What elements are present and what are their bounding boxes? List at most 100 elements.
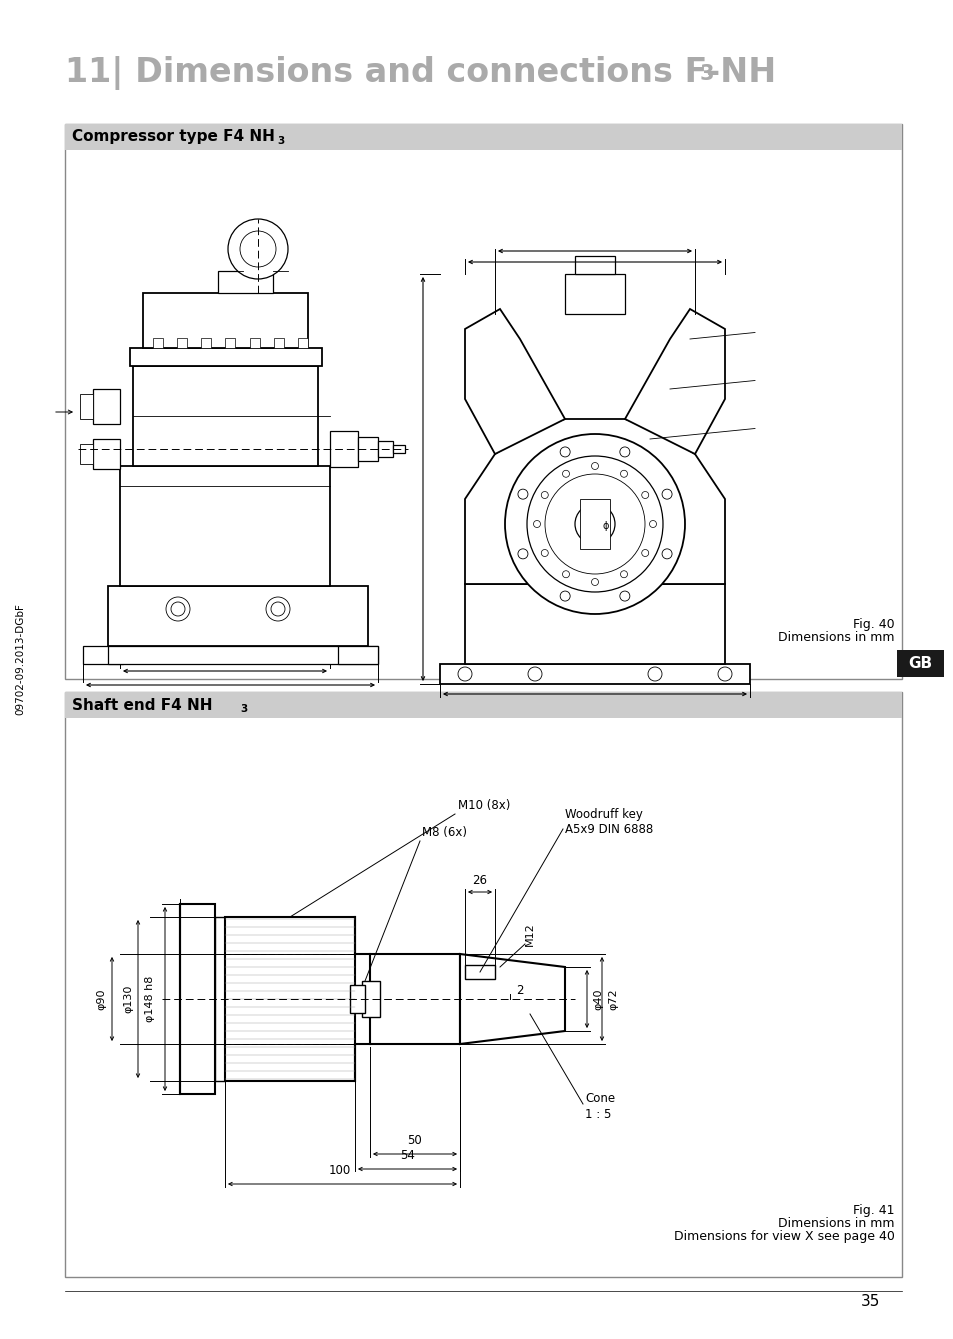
Circle shape xyxy=(527,667,541,682)
Bar xyxy=(225,917,355,1081)
Text: 26: 26 xyxy=(472,874,487,886)
Text: M8 (6x): M8 (6x) xyxy=(421,826,467,840)
Bar xyxy=(65,125,901,150)
Text: Fig. 41: Fig. 41 xyxy=(853,1204,894,1217)
Bar xyxy=(330,431,357,467)
Bar xyxy=(575,256,615,274)
Circle shape xyxy=(575,503,615,544)
Text: Cone: Cone xyxy=(584,1093,615,1106)
Text: φ40: φ40 xyxy=(593,988,602,1010)
Circle shape xyxy=(540,549,548,557)
Circle shape xyxy=(619,590,629,601)
Circle shape xyxy=(641,491,648,498)
Text: 11| Dimensions and connections F-NH: 11| Dimensions and connections F-NH xyxy=(65,56,776,90)
Text: 3: 3 xyxy=(276,137,284,146)
Text: GB: GB xyxy=(907,656,931,671)
Text: 35: 35 xyxy=(860,1293,879,1310)
Circle shape xyxy=(544,474,644,574)
Text: 09702-09.2013-DGbF: 09702-09.2013-DGbF xyxy=(15,603,25,715)
Bar xyxy=(92,390,120,424)
Bar xyxy=(65,692,901,718)
Circle shape xyxy=(559,590,570,601)
Text: 3: 3 xyxy=(240,704,247,714)
Bar xyxy=(120,466,330,586)
Bar xyxy=(132,366,317,466)
Circle shape xyxy=(271,603,285,616)
Text: Fig. 40: Fig. 40 xyxy=(853,619,894,631)
Bar xyxy=(225,337,235,348)
Circle shape xyxy=(166,597,190,621)
Polygon shape xyxy=(464,309,564,454)
Bar xyxy=(108,586,368,645)
Text: φ148 h8: φ148 h8 xyxy=(145,976,154,1022)
Circle shape xyxy=(619,570,627,577)
Text: φ90: φ90 xyxy=(96,988,106,1010)
Circle shape xyxy=(240,232,275,266)
Bar xyxy=(80,445,92,465)
Text: M10 (8x): M10 (8x) xyxy=(457,799,510,811)
Text: 100: 100 xyxy=(329,1164,351,1177)
Bar xyxy=(361,981,379,1018)
Text: 50: 50 xyxy=(407,1134,422,1148)
Circle shape xyxy=(591,462,598,470)
Circle shape xyxy=(562,570,569,577)
Text: Woodruff key: Woodruff key xyxy=(564,807,642,821)
Bar xyxy=(201,337,212,348)
Text: 54: 54 xyxy=(400,1149,415,1162)
Circle shape xyxy=(647,667,661,682)
Bar xyxy=(130,348,322,366)
Circle shape xyxy=(591,578,598,585)
Circle shape xyxy=(718,667,731,682)
Bar xyxy=(274,337,284,348)
Text: Shaft end F4 NH: Shaft end F4 NH xyxy=(71,698,213,712)
Circle shape xyxy=(562,470,569,477)
Circle shape xyxy=(228,220,288,279)
Polygon shape xyxy=(459,953,564,1044)
Circle shape xyxy=(649,521,656,528)
Text: A5x9 DIN 6888: A5x9 DIN 6888 xyxy=(564,823,653,836)
Circle shape xyxy=(457,667,472,682)
Circle shape xyxy=(266,597,290,621)
Circle shape xyxy=(517,489,527,499)
Circle shape xyxy=(619,447,629,457)
Bar xyxy=(337,645,377,664)
Bar xyxy=(80,394,92,419)
Bar xyxy=(180,904,214,1094)
Circle shape xyxy=(586,516,602,532)
Circle shape xyxy=(661,549,671,558)
Circle shape xyxy=(171,603,185,616)
Text: Dimensions for view X see page 40: Dimensions for view X see page 40 xyxy=(674,1231,894,1243)
Bar xyxy=(65,692,901,1277)
Polygon shape xyxy=(464,419,724,584)
Bar xyxy=(564,274,624,315)
Circle shape xyxy=(619,470,627,477)
Bar xyxy=(83,645,123,664)
Circle shape xyxy=(559,447,570,457)
Text: Dimensions in mm: Dimensions in mm xyxy=(778,631,894,644)
Bar xyxy=(393,445,405,453)
Circle shape xyxy=(641,549,648,557)
Circle shape xyxy=(504,434,684,615)
Bar xyxy=(65,125,901,679)
Text: Dimensions in mm: Dimensions in mm xyxy=(778,1217,894,1231)
Bar xyxy=(92,439,120,469)
Bar xyxy=(350,986,365,1014)
Text: φ72: φ72 xyxy=(607,988,618,1010)
Text: ϕ: ϕ xyxy=(602,521,609,532)
Bar xyxy=(370,953,459,1044)
Bar xyxy=(250,337,259,348)
Bar xyxy=(143,293,308,348)
Circle shape xyxy=(533,521,540,528)
Polygon shape xyxy=(624,309,724,454)
Bar xyxy=(464,965,495,979)
Bar xyxy=(218,270,273,293)
Text: 2: 2 xyxy=(516,984,523,998)
Bar xyxy=(464,584,724,664)
Circle shape xyxy=(517,549,527,558)
Bar xyxy=(214,917,225,1081)
Text: 1 : 5: 1 : 5 xyxy=(584,1107,611,1121)
Bar xyxy=(579,499,609,549)
Bar xyxy=(108,645,377,664)
Circle shape xyxy=(661,489,671,499)
Circle shape xyxy=(526,457,662,592)
